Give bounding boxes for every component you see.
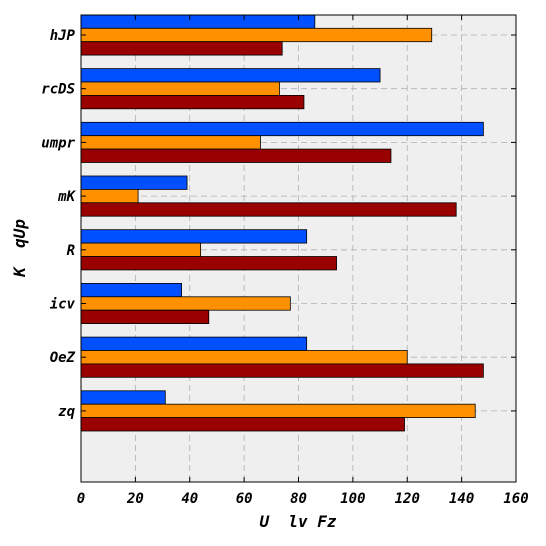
- x-tick-label: 140: [449, 491, 474, 507]
- bar-icv-series-3: [80, 309, 210, 325]
- x-tick-label: 80: [290, 491, 307, 507]
- bar-mK-series-3: [80, 202, 457, 217]
- x-axis-label: U lv Fz: [259, 512, 336, 531]
- bar-mK-series-2: [80, 188, 139, 204]
- bars: [80, 14, 484, 432]
- y-tick-label: rcDS: [41, 82, 75, 98]
- y-axis-label: K qUp: [10, 219, 29, 278]
- bar-umpr-series-1: [80, 121, 484, 137]
- bar-zq-series-3: [80, 417, 405, 432]
- bar-hJP-series-3: [80, 41, 283, 56]
- bar-hJP-series-2: [80, 27, 433, 43]
- bar-rcDS-series-2: [80, 81, 280, 96]
- x-tick-label: 60: [236, 491, 253, 507]
- bar-rcDS-series-1: [80, 68, 381, 83]
- y-tick-label: umpr: [41, 135, 75, 151]
- y-tick-label: OeZ: [50, 350, 76, 366]
- bar-R-series-1: [80, 229, 308, 244]
- bar-zq-series-2: [80, 403, 476, 419]
- bar-R-series-2: [80, 242, 202, 257]
- bar-umpr-series-3: [80, 148, 392, 163]
- bar-OeZ-series-1: [80, 336, 308, 351]
- y-tick-label: hJP: [50, 28, 76, 44]
- y-tick-label: icv: [50, 297, 76, 313]
- bar-icv-series-1: [80, 282, 182, 298]
- bar-zq-series-1: [80, 390, 166, 405]
- bar-mK-series-1: [80, 175, 188, 190]
- x-tick-label: 0: [77, 491, 85, 507]
- bar-icv-series-2: [80, 296, 291, 311]
- bar-OeZ-series-2: [80, 350, 408, 365]
- x-tick-label: 100: [340, 491, 365, 507]
- x-tick-label: 20: [126, 491, 144, 507]
- bar-rcDS-series-3: [80, 95, 305, 110]
- y-tick-label: mK: [57, 189, 76, 205]
- x-tick-label: 40: [181, 491, 198, 507]
- bar-hJP-series-1: [80, 14, 316, 29]
- bar-OeZ-series-3: [80, 363, 484, 378]
- bar-umpr-series-2: [80, 135, 261, 150]
- x-tick-label: 160: [503, 491, 528, 507]
- y-tick-label: zq: [58, 404, 75, 420]
- y-tick-label: R: [67, 243, 75, 259]
- x-tick-label: 120: [395, 491, 420, 507]
- bar-R-series-3: [80, 256, 337, 271]
- x-axis-ticks: 0 20 40 60 80 100 120 140 160: [77, 15, 529, 507]
